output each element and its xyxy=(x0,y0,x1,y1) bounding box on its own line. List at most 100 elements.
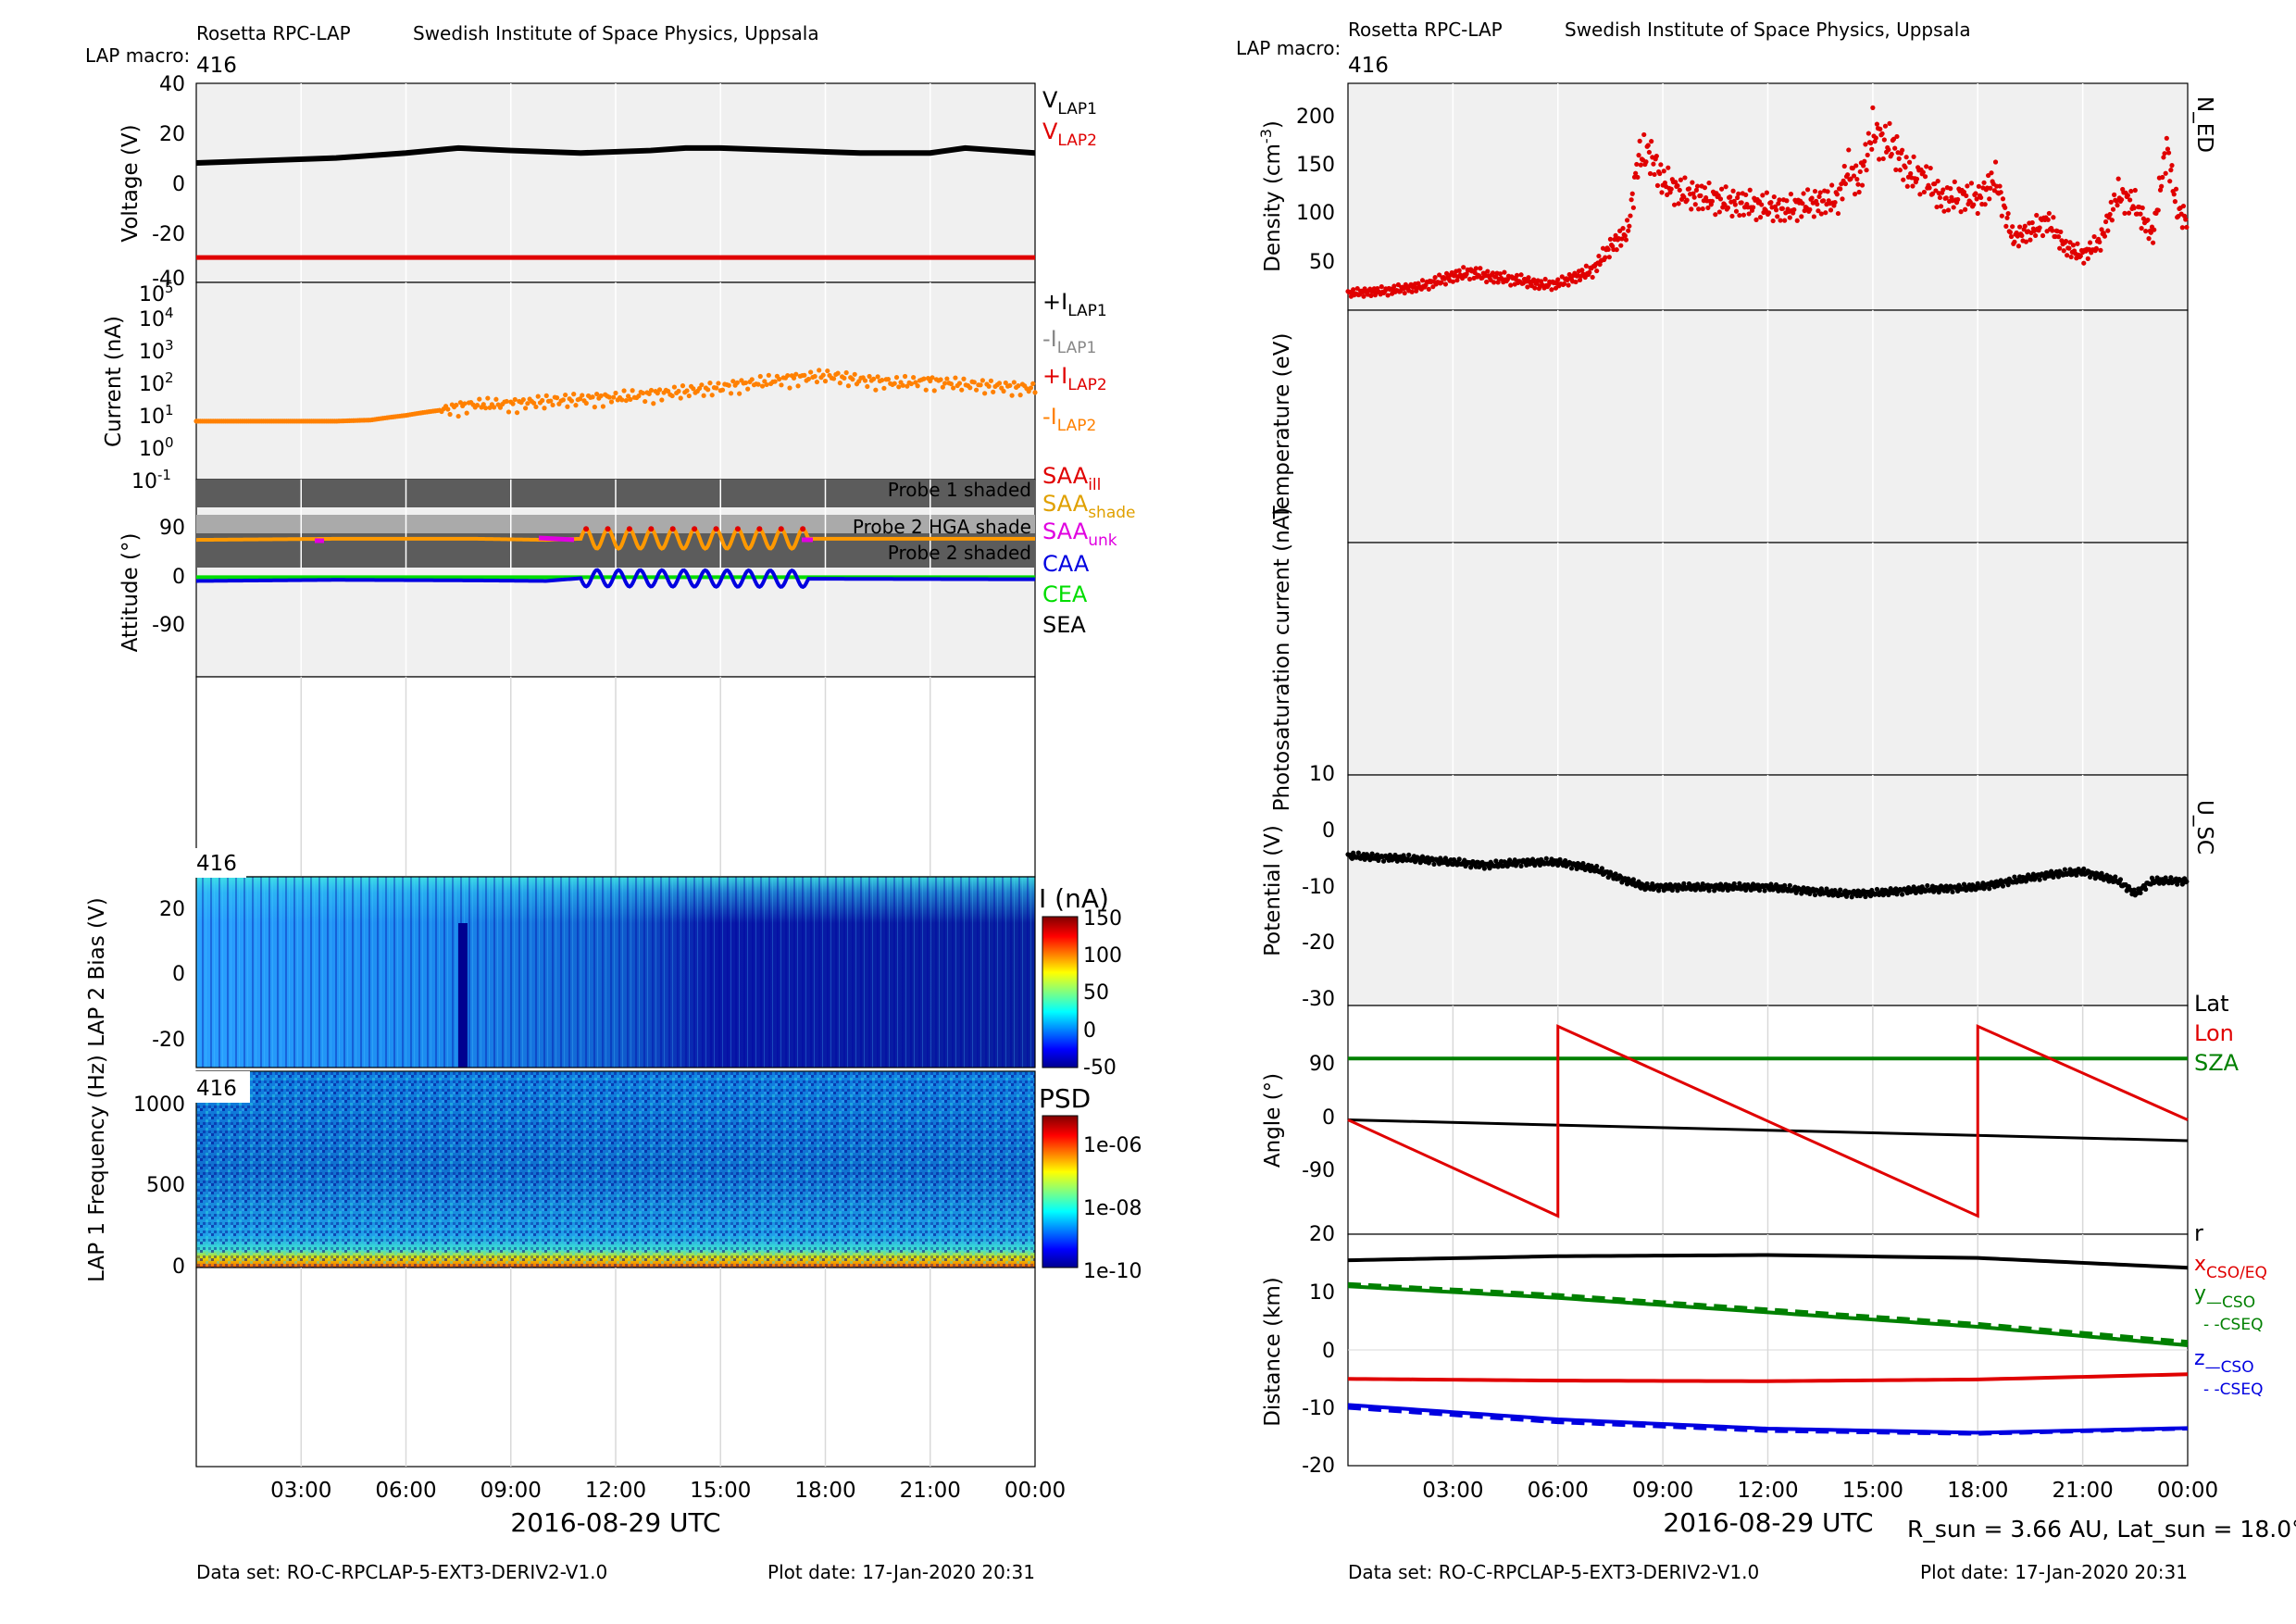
potential-point xyxy=(1700,881,1705,887)
current-point xyxy=(885,377,892,382)
density-point xyxy=(2167,179,2173,184)
density-point xyxy=(1779,206,1785,211)
potential-point xyxy=(2184,879,2190,884)
current-point xyxy=(583,400,589,406)
current-point xyxy=(865,383,870,390)
current-point xyxy=(772,379,778,384)
current-point xyxy=(592,405,597,410)
density-point xyxy=(1587,269,1592,275)
current-point xyxy=(573,403,579,408)
current-point xyxy=(542,406,547,411)
density-point xyxy=(1818,211,1824,217)
density-point xyxy=(2003,205,2008,210)
lap1-colorbar xyxy=(1042,1115,1079,1268)
current-point xyxy=(646,391,652,396)
density-point xyxy=(1646,149,1652,156)
density-point xyxy=(1853,163,1859,169)
density-point xyxy=(2160,174,2165,181)
current-point xyxy=(777,376,782,382)
current-point xyxy=(548,398,554,404)
potential-ylabel: Potential (V) xyxy=(1261,825,1285,956)
density-point xyxy=(1938,204,1944,209)
current-point xyxy=(913,380,918,385)
density-point xyxy=(1854,176,1860,182)
current-point xyxy=(875,374,880,380)
potential-point xyxy=(2012,874,2017,880)
distance-line xyxy=(1347,1405,2189,1436)
density-point xyxy=(1675,182,1680,189)
density-point xyxy=(1882,123,1889,129)
density-point xyxy=(1619,236,1625,242)
density-point xyxy=(2087,240,2093,245)
potential-point xyxy=(2168,875,2174,881)
density-point xyxy=(1893,167,1899,172)
density-point xyxy=(1838,186,1843,192)
density-point xyxy=(2066,245,2072,251)
svg-text:VLAP1: VLAP1 xyxy=(1042,87,1097,119)
current-point xyxy=(961,376,967,381)
svg-text:104: 104 xyxy=(139,305,174,331)
density-point xyxy=(2081,260,2087,266)
current-point xyxy=(504,398,509,405)
density-point xyxy=(1716,209,1722,215)
density-point xyxy=(1634,161,1640,168)
density-point xyxy=(1853,192,1858,197)
angle-ytick: 20 xyxy=(1309,1223,1335,1246)
current-point xyxy=(619,397,625,403)
density-point xyxy=(2045,217,2051,222)
density-point xyxy=(1900,147,1905,153)
current-point xyxy=(825,368,830,374)
density-point xyxy=(1811,214,1816,219)
density-point xyxy=(2037,225,2042,231)
density-point xyxy=(1741,212,1747,218)
lap2-colorbar xyxy=(1042,916,1079,1068)
current-point xyxy=(978,382,983,388)
distance-line xyxy=(1347,1253,2189,1270)
density-point xyxy=(2138,211,2143,217)
lap1-ytick: 0 xyxy=(172,1255,185,1279)
current-point xyxy=(477,396,482,402)
density-point xyxy=(2004,215,2010,220)
voltage-ytick: 40 xyxy=(159,73,185,96)
current-point xyxy=(986,383,992,389)
density-point xyxy=(2005,211,2011,217)
current-point xyxy=(734,380,740,385)
density-point xyxy=(1677,187,1682,193)
density-point xyxy=(1657,170,1663,177)
legend-v-lap1-label: V xyxy=(1042,87,1058,113)
band-label-probe1: Probe 1 shaded xyxy=(888,479,1031,501)
density-point xyxy=(1645,143,1651,148)
density-point xyxy=(1978,194,1984,201)
legend-caa: CAA xyxy=(1042,551,1090,577)
current-ylabel: Current (nA) xyxy=(102,316,126,447)
density-point xyxy=(1835,210,1841,217)
density-point xyxy=(2061,248,2066,254)
current-point xyxy=(628,396,633,403)
current-point xyxy=(1017,393,1023,398)
density-point xyxy=(1870,105,1876,110)
density-point xyxy=(1725,205,1731,211)
current-point xyxy=(902,373,908,380)
density-point xyxy=(1706,180,1712,186)
series-saa-unk xyxy=(538,535,575,543)
current-point xyxy=(892,381,897,386)
potential-ytick: -20 xyxy=(1302,931,1335,955)
density-point xyxy=(2163,170,2168,176)
current-point xyxy=(728,391,734,396)
svg-text:+ILAP1: +ILAP1 xyxy=(1042,289,1107,320)
density-point xyxy=(2019,232,2025,239)
attitude-ylabel: Attitude (°) xyxy=(119,533,143,653)
current-point xyxy=(837,381,842,386)
potential-panel: 0 -10 -20 -30 Potential (V) U_SC xyxy=(1261,774,2216,1011)
right-macro-label: LAP macro: xyxy=(1236,37,1341,59)
band-label-probe2: Probe 2 shaded xyxy=(888,542,1031,564)
current-point xyxy=(787,385,792,391)
density-point xyxy=(1987,196,1992,202)
density-point xyxy=(1832,199,1838,206)
potential-point xyxy=(1506,857,1513,863)
density-point xyxy=(2099,227,2104,232)
density-ytick: 100 xyxy=(1296,202,1335,225)
density-point xyxy=(1443,270,1450,276)
density-point xyxy=(1606,255,1612,260)
density-point xyxy=(1464,271,1469,277)
